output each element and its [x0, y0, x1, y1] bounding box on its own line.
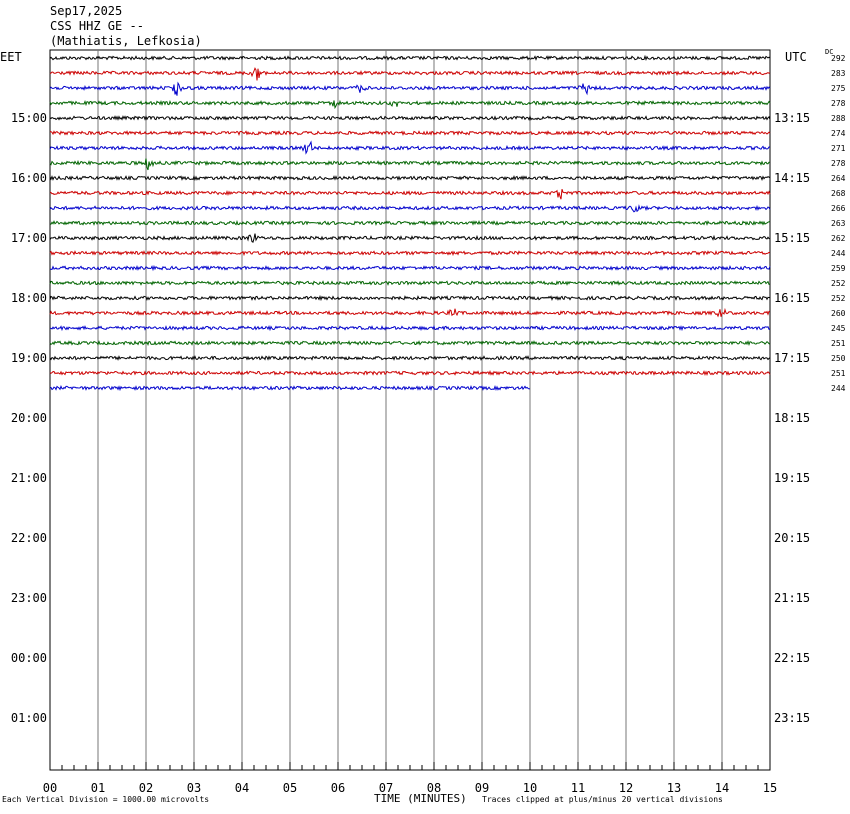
- right-time-label: 23:15: [774, 711, 810, 725]
- dc-offset-value: 252: [831, 279, 846, 288]
- station-code: CSS HHZ GE --: [50, 19, 144, 33]
- seismic-trace: [49, 130, 771, 137]
- seismic-trace: [49, 140, 771, 155]
- x-tick-label: 10: [523, 781, 537, 795]
- x-tick-label: 04: [235, 781, 249, 795]
- dc-offset-value: 259: [831, 264, 846, 273]
- x-tick-label: 01: [91, 781, 105, 795]
- dc-offset-value: 251: [831, 339, 846, 348]
- left-time-label: 23:00: [11, 591, 47, 605]
- right-time-label: 15:15: [774, 231, 810, 245]
- right-time-label: 21:15: [774, 591, 810, 605]
- x-tick-label: 03: [187, 781, 201, 795]
- right-time-label: 22:15: [774, 651, 810, 665]
- seismic-trace: [49, 115, 771, 121]
- dc-offset-value: 263: [831, 219, 846, 228]
- station-location: (Mathiatis, Lefkosia): [50, 34, 202, 48]
- plot-frame: [49, 49, 771, 771]
- seismic-trace: [49, 355, 771, 361]
- dc-offset-value: 275: [831, 84, 846, 93]
- left-time-label: 17:00: [11, 231, 47, 245]
- seismic-trace: [49, 54, 771, 62]
- x-tick-label: 13: [667, 781, 681, 795]
- right-time-label: 20:15: [774, 531, 810, 545]
- seismic-trace: [49, 384, 531, 392]
- seismic-trace: [49, 307, 771, 318]
- dc-offset-header: DC: [825, 48, 834, 56]
- seismic-trace: [49, 204, 771, 213]
- seismic-trace: [49, 174, 771, 182]
- seismic-trace: [49, 158, 770, 171]
- timezone-right-label: UTC: [785, 50, 807, 64]
- x-tick-label: 05: [283, 781, 297, 795]
- right-time-label: 16:15: [774, 291, 810, 305]
- dc-offset-value: 260: [831, 309, 846, 318]
- dc-offset-value: 264: [831, 174, 846, 183]
- x-tick-label: 00: [43, 781, 57, 795]
- dc-offset-value: 274: [831, 129, 846, 138]
- left-time-label: 15:00: [11, 111, 47, 125]
- x-tick-label: 02: [139, 781, 153, 795]
- seismic-trace: [49, 370, 771, 377]
- dc-offset-value: 250: [831, 354, 846, 363]
- left-time-label: 00:00: [11, 651, 47, 665]
- seismic-trace: [49, 67, 771, 81]
- x-tick-label: 08: [427, 781, 441, 795]
- left-time-label: 21:00: [11, 471, 47, 485]
- dc-offset-value: 271: [831, 144, 846, 153]
- dc-offset-value: 251: [831, 369, 846, 378]
- left-time-label: 16:00: [11, 171, 47, 185]
- seismic-trace: [49, 294, 771, 302]
- plot-date: Sep17,2025: [50, 4, 123, 18]
- left-time-label: 19:00: [11, 351, 47, 365]
- seismic-trace: [49, 264, 771, 272]
- x-tick-label: 15: [763, 781, 777, 795]
- seismic-trace: [49, 340, 771, 347]
- seismic-trace: [49, 233, 771, 243]
- right-time-label: 19:15: [774, 471, 810, 485]
- seismic-trace: [49, 99, 771, 110]
- dc-offset-value: 283: [831, 69, 846, 78]
- seismic-trace: [49, 250, 771, 257]
- left-time-label: 01:00: [11, 711, 47, 725]
- x-tick-label: 11: [571, 781, 585, 795]
- seismic-trace: [49, 189, 771, 200]
- dc-offset-value: 292: [831, 54, 846, 63]
- right-time-label: 14:15: [774, 171, 810, 185]
- seismic-trace: [49, 280, 771, 286]
- x-tick-label: 06: [331, 781, 345, 795]
- right-time-label: 13:15: [774, 111, 810, 125]
- left-time-label: 18:00: [11, 291, 47, 305]
- dc-offset-value: 278: [831, 159, 846, 168]
- dc-offset-value: 288: [831, 114, 846, 123]
- dc-offset-value: 266: [831, 204, 846, 213]
- seismic-trace: [49, 81, 771, 96]
- dc-offset-value: 262: [831, 234, 846, 243]
- x-tick-label: 07: [379, 781, 393, 795]
- seismic-trace: [49, 324, 771, 332]
- x-tick-label: 14: [715, 781, 729, 795]
- clipping-note: Traces clipped at plus/minus 20 vertical…: [482, 795, 723, 804]
- dc-offset-value: 245: [831, 324, 846, 333]
- x-tick-label: 12: [619, 781, 633, 795]
- seismic-trace: [49, 220, 771, 226]
- dc-offset-value: 244: [831, 384, 846, 393]
- right-time-label: 17:15: [774, 351, 810, 365]
- left-time-label: 22:00: [11, 531, 47, 545]
- x-tick-label: 09: [475, 781, 489, 795]
- right-time-label: 18:15: [774, 411, 810, 425]
- dc-offset-value: 268: [831, 189, 846, 198]
- x-axis-title: TIME (MINUTES): [374, 792, 467, 805]
- timezone-left-label: EET: [0, 50, 22, 64]
- dc-offset-value: 252: [831, 294, 846, 303]
- left-time-label: 20:00: [11, 411, 47, 425]
- vertical-division-note: Each Vertical Division = 1000.00 microvo…: [2, 795, 210, 804]
- dc-offset-value: 278: [831, 99, 846, 108]
- dc-offset-value: 244: [831, 249, 846, 258]
